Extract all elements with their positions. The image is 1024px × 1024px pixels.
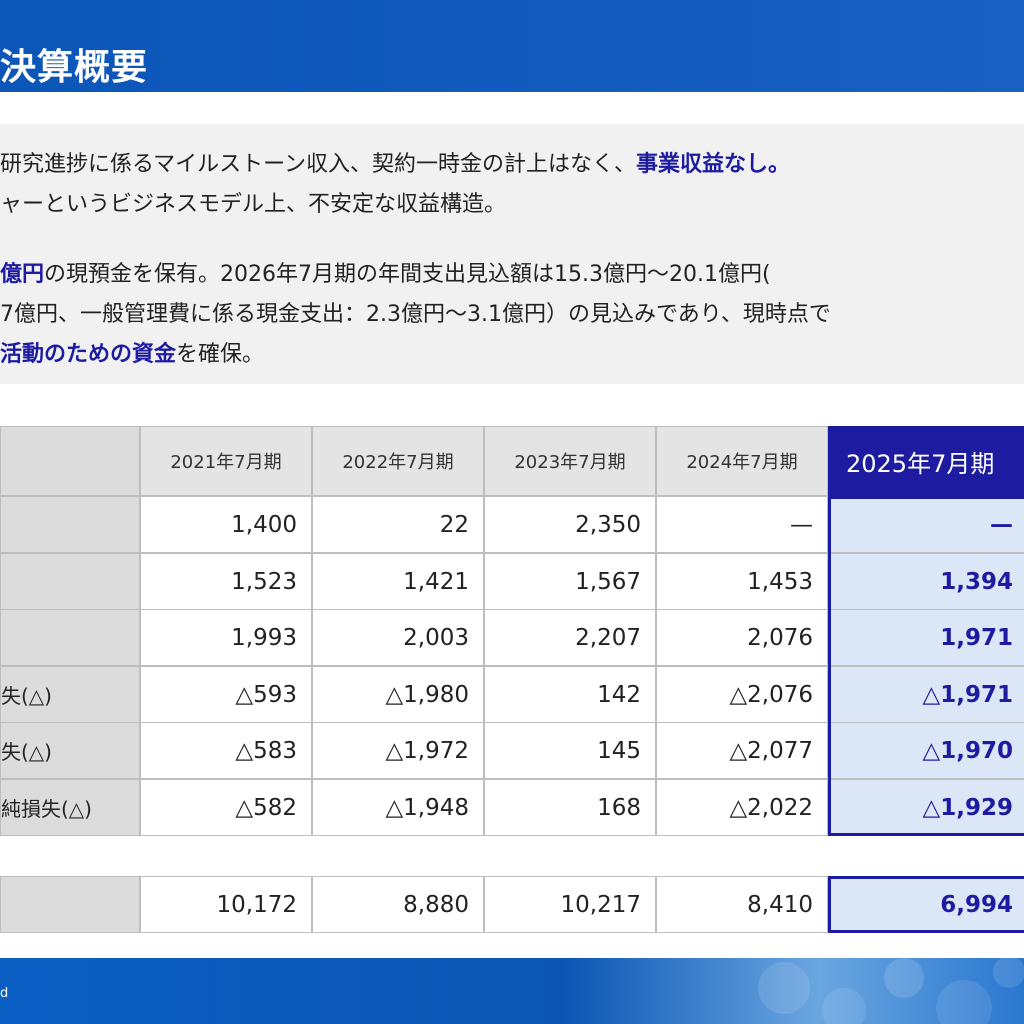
table-cell: 2,350 xyxy=(484,496,656,553)
table-cell: 1,400 xyxy=(140,496,312,553)
summary-highlight: 事業収益なし。 xyxy=(636,152,791,177)
table-cell: 1,523 xyxy=(140,553,312,610)
column-header: 2024年7月期 xyxy=(656,426,828,496)
summary-highlight: 活動のための資金 xyxy=(0,342,177,367)
copyright-text: d xyxy=(0,986,9,1001)
table-cell: 8,880 xyxy=(312,876,484,933)
table-cell: 142 xyxy=(484,666,656,723)
row-label xyxy=(0,876,140,933)
summary-highlight: 億円 xyxy=(0,262,45,287)
summary-text: の現預金を保有。2026年7月期の年間支出見込額は15.3億円～20.1億円( xyxy=(44,262,771,287)
summary-box: 研究進捗に係るマイルストーン収入、契約一時金の計上はなく、事業収益なし。 ャーと… xyxy=(0,124,1024,384)
table-cell: 8,410 xyxy=(656,876,828,933)
table-cell: △1,972 xyxy=(312,722,484,779)
table-cell: 145 xyxy=(484,722,656,779)
table-cell: △593 xyxy=(140,666,312,723)
table-cell: △2,077 xyxy=(656,722,828,779)
footer-bar: d xyxy=(0,958,1024,1024)
table-cell: 168 xyxy=(484,779,656,836)
table-cell: 1,567 xyxy=(484,553,656,610)
table-cell: △2,076 xyxy=(656,666,828,723)
column-header: 2022年7月期 xyxy=(312,426,484,496)
table-cell: 2,003 xyxy=(312,609,484,666)
table-cell: △2,022 xyxy=(656,779,828,836)
table-cell: △582 xyxy=(140,779,312,836)
summary-line-3: 億円の現預金を保有。2026年7月期の年間支出見込額は15.3億円～20.1億円… xyxy=(0,256,771,288)
summary-line-1: 研究進捗に係るマイルストーン収入、契約一時金の計上はなく、事業収益なし。 xyxy=(0,146,790,178)
table-cell: 1,971 xyxy=(828,609,1024,666)
table-cell: △1,970 xyxy=(828,722,1024,779)
summary-text: 研究進捗に係るマイルストーン収入、契約一時金の計上はなく、 xyxy=(0,152,637,177)
table-corner-cell xyxy=(0,426,140,496)
table-cell: 1,453 xyxy=(656,553,828,610)
column-header: 2023年7月期 xyxy=(484,426,656,496)
table-cell: — xyxy=(828,496,1024,553)
summary-line-5: 活動のための資金を確保。 xyxy=(0,336,264,368)
row-label xyxy=(0,553,140,610)
table-cell: 1,993 xyxy=(140,609,312,666)
row-label xyxy=(0,496,140,553)
summary-line-2: ャーというビジネスモデル上、不安定な収益構造。 xyxy=(0,192,507,217)
table-cell: 2,076 xyxy=(656,609,828,666)
row-label xyxy=(0,609,140,666)
column-header: 2021年7月期 xyxy=(140,426,312,496)
table-cell: 1,394 xyxy=(828,553,1024,610)
summary-line-4: 7億円、一般管理費に係る現金支出：2.3億円～3.1億円）の見込みであり、現時点… xyxy=(0,302,831,327)
table-cell: 22 xyxy=(312,496,484,553)
header-bar: 決算概要 xyxy=(0,0,1024,92)
table-cell: — xyxy=(656,496,828,553)
row-label: 失(△) xyxy=(0,722,140,779)
row-label: 失(△) xyxy=(0,666,140,723)
table-cell: 10,217 xyxy=(484,876,656,933)
footer-decoration-icon xyxy=(758,958,1024,1024)
table-cell: 6,994 xyxy=(828,876,1024,933)
column-header: 2025年7月期 xyxy=(828,426,1024,496)
table-cell: 2,207 xyxy=(484,609,656,666)
table-cell: 1,421 xyxy=(312,553,484,610)
table-cell: △1,929 xyxy=(828,779,1024,836)
table-cell: 10,172 xyxy=(140,876,312,933)
table-cell: △583 xyxy=(140,722,312,779)
table-cell: △1,971 xyxy=(828,666,1024,723)
page-title: 決算概要 xyxy=(0,47,149,88)
row-label: 純損失(△) xyxy=(0,779,140,836)
table-cell: △1,980 xyxy=(312,666,484,723)
table-cell: △1,948 xyxy=(312,779,484,836)
summary-text: を確保。 xyxy=(176,342,265,367)
